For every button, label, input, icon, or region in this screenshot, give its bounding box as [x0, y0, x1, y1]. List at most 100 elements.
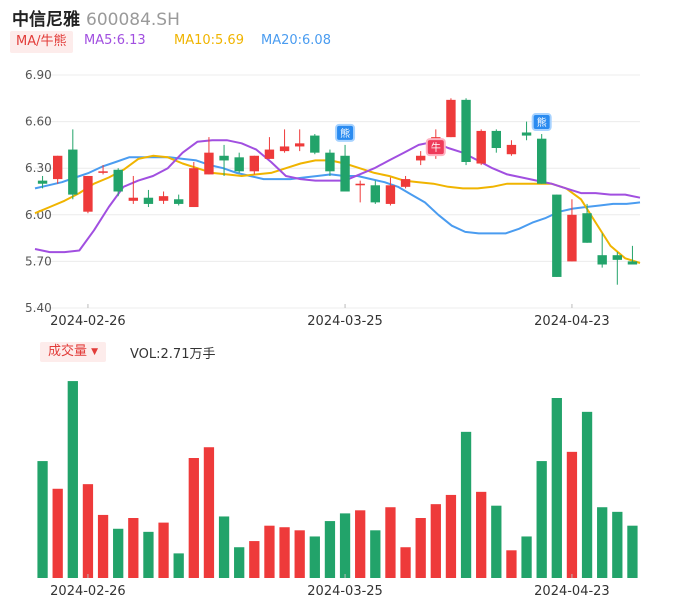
candle-body — [552, 194, 562, 277]
volume-indicator-button[interactable]: 成交量 ▼ — [40, 342, 107, 362]
price-x-tick-label: 2024-03-25 — [307, 314, 383, 329]
caret-down-icon: ▼ — [91, 347, 99, 357]
bear-marker-label: 熊 — [340, 127, 350, 140]
volume-bar — [385, 507, 396, 578]
volume-bar — [370, 530, 381, 578]
volume-bar — [612, 511, 623, 578]
candle-body — [461, 99, 471, 162]
volume-bar — [430, 504, 441, 578]
ma-bull-bear-button[interactable]: MA/牛熊 — [10, 31, 73, 53]
y-tick-label: 6.00 — [25, 208, 52, 222]
candle-body — [83, 175, 93, 212]
candle-body — [325, 152, 335, 172]
candle-body — [294, 143, 305, 147]
candle-body — [279, 146, 290, 152]
volume-bar — [37, 461, 48, 578]
candle-body — [249, 155, 260, 172]
bear-marker: 熊 — [335, 123, 356, 142]
volume-value: VOL:2.71万手 — [130, 347, 216, 362]
candle-body — [582, 213, 592, 243]
bear-marker-box — [531, 113, 552, 132]
candle-body — [128, 197, 139, 201]
candle-body — [627, 261, 638, 265]
candle-body — [400, 179, 411, 187]
volume-bar — [521, 536, 532, 578]
volume-bar — [249, 541, 260, 578]
ma10-value: MA10:5.69 — [174, 33, 244, 48]
candle-body — [491, 130, 502, 149]
y-tick-label: 6.60 — [25, 115, 52, 129]
stock-name: 中信尼雅 — [12, 10, 80, 30]
candle-body — [385, 185, 396, 204]
candle-body — [446, 99, 456, 138]
ma10-line — [34, 154, 641, 264]
volume-bar — [264, 525, 275, 578]
bull-marker: 牛 — [425, 138, 446, 157]
candle-body — [567, 214, 577, 262]
volume-button-label: 成交量 — [48, 344, 88, 359]
volume-bar — [597, 507, 608, 578]
candle-body — [355, 183, 365, 186]
volume-bar — [52, 488, 63, 578]
candle-body — [521, 132, 532, 136]
volume-bar — [67, 381, 78, 578]
volume-bar — [551, 398, 562, 578]
ma20-line — [34, 156, 641, 235]
volume-bar — [128, 518, 139, 578]
volume-bar — [400, 547, 411, 578]
candle-body — [597, 255, 607, 265]
volume-bar — [173, 553, 184, 578]
candle-body — [189, 168, 199, 208]
candle-body — [173, 199, 184, 204]
volume-bar — [294, 530, 305, 578]
volume-bar — [158, 522, 169, 578]
volume-bar — [460, 431, 472, 578]
candle-body — [158, 196, 169, 201]
volume-bar — [97, 514, 109, 578]
volume-bar — [355, 510, 366, 578]
candle-body — [68, 149, 78, 195]
price-x-tick-label: 2024-02-26 — [50, 314, 126, 329]
bull-marker-label: 牛 — [431, 141, 441, 154]
candle-body — [310, 135, 320, 153]
candle-body — [612, 255, 623, 260]
candle-body — [204, 152, 214, 175]
candle-body — [476, 130, 486, 164]
y-tick-label: 6.90 — [25, 68, 52, 82]
volume-bar — [82, 484, 94, 578]
volume-bar — [203, 447, 215, 578]
volume-bar — [491, 505, 502, 578]
volume-bar — [415, 518, 426, 578]
volume-bar — [627, 525, 638, 578]
y-tick-label: 5.40 — [25, 301, 52, 315]
candle-body — [415, 155, 426, 161]
volume-x-tick-label: 2024-04-23 — [534, 584, 610, 599]
ma-legend-row: MA/牛熊 MA5:6.13 MA10:5.69 MA20:6.08 — [8, 30, 678, 54]
ma5-value: MA5:6.13 — [84, 33, 146, 48]
bear-marker: 熊 — [531, 113, 552, 132]
bull-marker-box — [425, 138, 446, 157]
volume-bar — [143, 531, 154, 578]
ma5-line — [34, 139, 641, 254]
candle-body — [340, 155, 350, 192]
volume-bar — [324, 521, 336, 578]
volume-bar — [309, 536, 320, 578]
stock-title: 中信尼雅 600084.SH — [12, 5, 180, 30]
candle-body — [143, 197, 154, 204]
volume-bar — [188, 458, 199, 578]
y-tick-label: 6.30 — [25, 161, 52, 175]
stock-code: 600084.SH — [86, 10, 180, 30]
candle-body — [264, 149, 275, 159]
volume-bar — [445, 494, 457, 578]
candle-body — [113, 169, 123, 192]
bear-marker-label: 熊 — [537, 116, 547, 129]
candle-body — [52, 155, 63, 180]
volume-bar — [279, 527, 290, 578]
volume-bar — [218, 516, 230, 578]
candle-body — [234, 157, 244, 172]
volume-bar — [339, 513, 351, 578]
volume-x-tick-label: 2024-02-26 — [50, 584, 126, 599]
volume-bar — [113, 528, 124, 578]
volume-bar — [566, 451, 578, 578]
